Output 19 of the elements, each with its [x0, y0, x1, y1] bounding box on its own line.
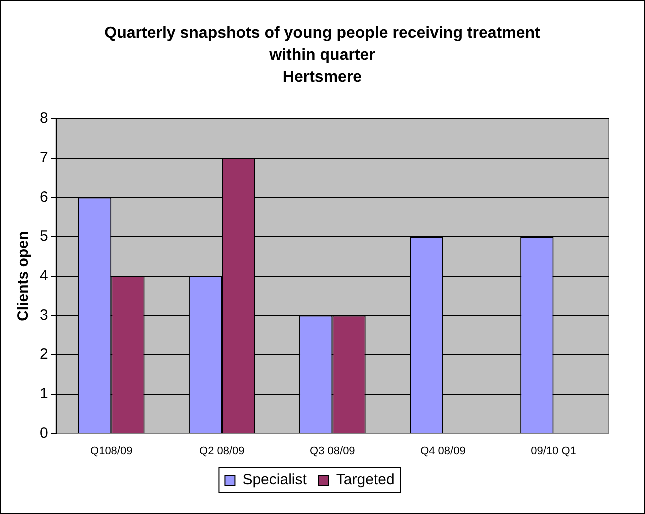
y-tick-label: 6: [40, 188, 48, 206]
y-tick-label: 1: [40, 386, 48, 403]
y-axis-title: Clients open: [15, 231, 32, 322]
y-tick-label: 0: [40, 424, 48, 442]
chart-subtitle: Hertsmere: [282, 68, 364, 88]
y-tick-label: 3: [40, 306, 48, 324]
x-tick-label: Q108/09: [90, 445, 133, 458]
legend-label: Targeted: [336, 472, 395, 489]
chart-title: Quarterly snapshots of young people receiving treatment within quarter: [104, 24, 542, 66]
x-tick-label: Q2 08/09: [200, 445, 245, 458]
x-tick-label: Q3 08/09: [310, 445, 356, 458]
x-tick-label: Q4 08/09: [420, 445, 466, 458]
legend-label: Specialist: [242, 472, 308, 489]
y-tick-label: 2: [40, 346, 48, 364]
x-tick-label: 09/10 Q1: [531, 445, 576, 458]
y-tick-label: 5: [40, 228, 48, 246]
y-tick-label: 8: [40, 110, 48, 128]
y-tick-label: 7: [40, 149, 48, 166]
y-tick-label: 4: [40, 268, 48, 285]
